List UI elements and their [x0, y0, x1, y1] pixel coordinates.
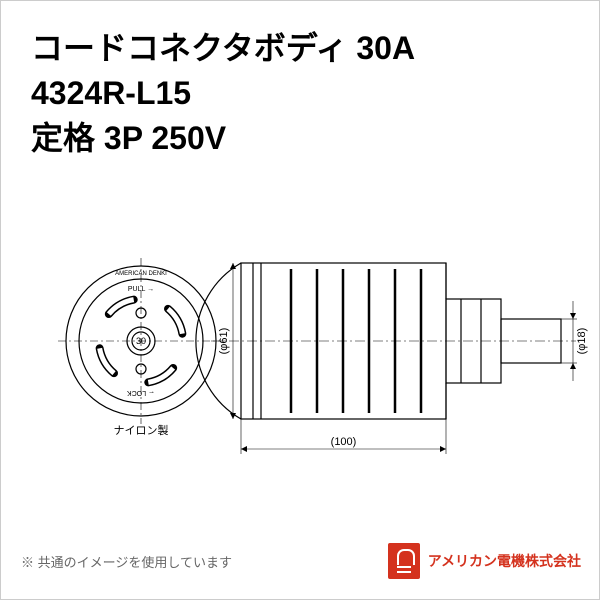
rating-label: 定格	[31, 120, 95, 156]
logo-icon	[388, 543, 420, 579]
svg-text:(100): (100)	[331, 436, 357, 448]
svg-text:(φ61): (φ61)	[218, 328, 230, 355]
title-line-1: コードコネクタボディ 30A	[31, 26, 569, 71]
technical-drawing: 30PULL →← LOCKAMERICAN DENKIナイロン製(100)(φ…	[1, 191, 600, 501]
svg-text:ナイロン製: ナイロン製	[114, 423, 169, 437]
header: コードコネクタボディ 30A 4324R-L15 定格 3P 250V	[1, 1, 599, 170]
model-number: 4324R-L15	[31, 71, 569, 116]
company-name: アメリカン電機株式会社	[428, 551, 581, 571]
company-logo: アメリカン電機株式会社	[388, 543, 581, 579]
amperage: 30A	[356, 30, 415, 66]
product-type: コードコネクタボディ	[31, 30, 347, 66]
rating-line: 定格 3P 250V	[31, 116, 569, 161]
svg-text:(φ18): (φ18)	[576, 328, 588, 355]
footer: ※ 共通のイメージを使用しています アメリカン電機株式会社	[1, 543, 600, 579]
rating-value: 3P 250V	[104, 120, 226, 156]
disclaimer-note: ※ 共通のイメージを使用しています	[21, 552, 232, 571]
